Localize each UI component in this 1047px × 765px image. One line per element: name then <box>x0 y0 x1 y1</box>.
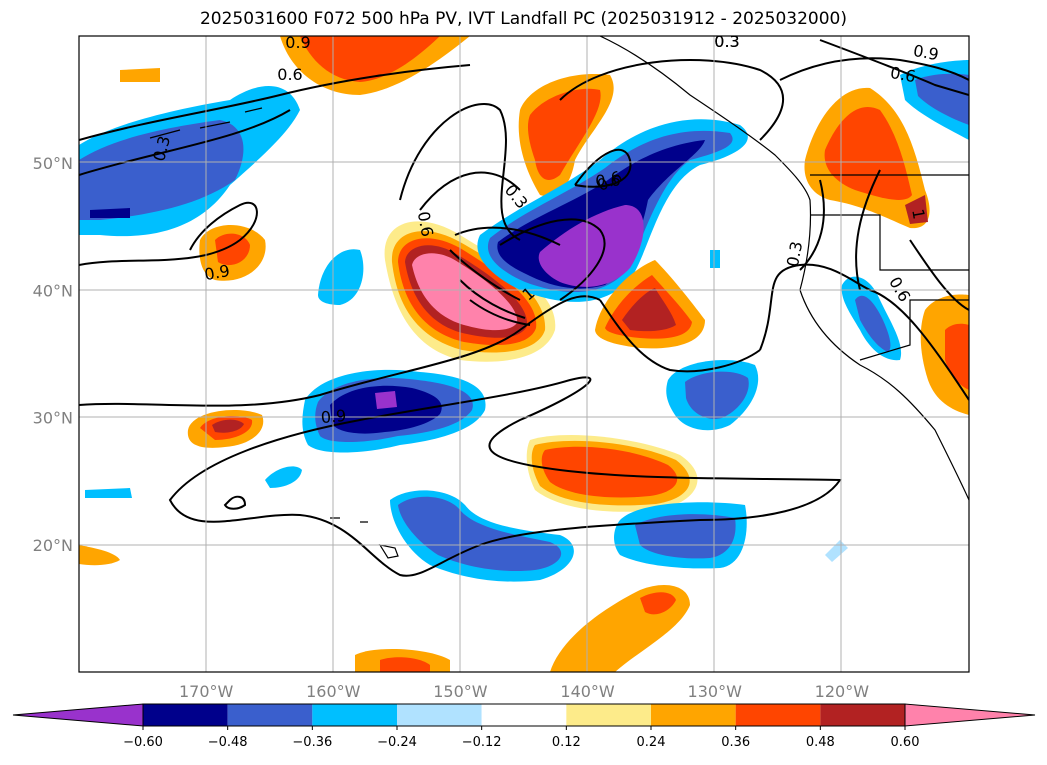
contour-label: 1 <box>908 207 928 220</box>
colorbar-swatch <box>566 704 651 726</box>
lon-tick-label: 120°W <box>815 682 870 701</box>
lon-tick-label: 140°W <box>560 682 615 701</box>
contour-label: 0.3 <box>783 240 806 268</box>
lat-tick-labels: 50°N 40°N 30°N 20°N <box>33 154 73 555</box>
pv-shading <box>79 36 969 672</box>
colorbar-tick-label: −0.60 <box>123 735 163 750</box>
colorbar-tick-label: −0.12 <box>462 735 502 750</box>
colorbar-tick-label: −0.36 <box>292 735 332 750</box>
contour-label: 0.6 <box>595 171 620 190</box>
contour-label: 0.6 <box>414 210 437 238</box>
contour-label: 0.6 <box>889 63 917 86</box>
colorbar-swatch <box>143 704 228 726</box>
contour-label: 0.3 <box>714 32 739 51</box>
lon-tick-label: 160°W <box>306 682 361 701</box>
contour-labels: 0.90.60.3 0.90.60.30.90.60.3 0.60.910.60.3… <box>149 32 940 427</box>
contour-label: 0.9 <box>320 406 347 427</box>
colorbar: −0.60 −0.48 −0.36 −0.24 −0.12 0.12 0.24 0.36 0.4… <box>12 703 1036 750</box>
colorbar-extend-low <box>12 703 144 727</box>
contour-label: 0.6 <box>277 65 302 84</box>
lon-tick-label: 150°W <box>433 682 488 701</box>
colorbar-swatch <box>227 704 313 726</box>
colorbar-swatch <box>651 704 736 726</box>
lat-tick-label: 50°N <box>33 154 73 173</box>
colorbar-extend-high <box>904 703 1036 727</box>
colorbar-swatch <box>481 704 567 726</box>
pv-mid-blue-aleutian <box>79 120 244 220</box>
colorbar-tick-label: −0.24 <box>377 735 417 750</box>
colorbar-tick-label: 0.48 <box>806 735 835 750</box>
colorbar-swatch <box>312 704 397 726</box>
ivt-contours <box>79 39 969 577</box>
contour-label: 0.9 <box>285 33 310 52</box>
contour-label: 0.3 <box>714 32 739 51</box>
colorbar-frame <box>142 703 906 727</box>
colorbar-swatch <box>735 704 821 726</box>
lon-tick-label: 170°W <box>179 682 234 701</box>
map-title: 2025031600 F072 500 hPa PV, IVT Landfall… <box>199 9 847 29</box>
contour-label: 0.9 <box>912 41 940 64</box>
colorbar-swatch <box>397 704 482 726</box>
map-frame <box>78 35 970 673</box>
lon-tick-label: 130°W <box>688 682 743 701</box>
lon-tick-labels: 170°W 160°W 150°W 140°W 130°W 120°W <box>179 682 869 701</box>
colorbar-tick-label: 0.60 <box>891 735 920 750</box>
colorbar-tick-label: 0.12 <box>552 735 581 750</box>
colorbar-tick-label: 0.24 <box>637 735 666 750</box>
colorbar-tick-label: −0.48 <box>208 735 248 750</box>
colorbar-tick-label: 0.36 <box>721 735 750 750</box>
lat-tick-label: 40°N <box>33 281 73 300</box>
colorbar-swatch <box>820 704 905 726</box>
contour-label: 0.9 <box>203 261 231 284</box>
coastlines <box>149 36 969 559</box>
lat-tick-label: 30°N <box>33 409 73 428</box>
graticule <box>79 36 969 672</box>
lat-tick-label: 20°N <box>33 536 73 555</box>
